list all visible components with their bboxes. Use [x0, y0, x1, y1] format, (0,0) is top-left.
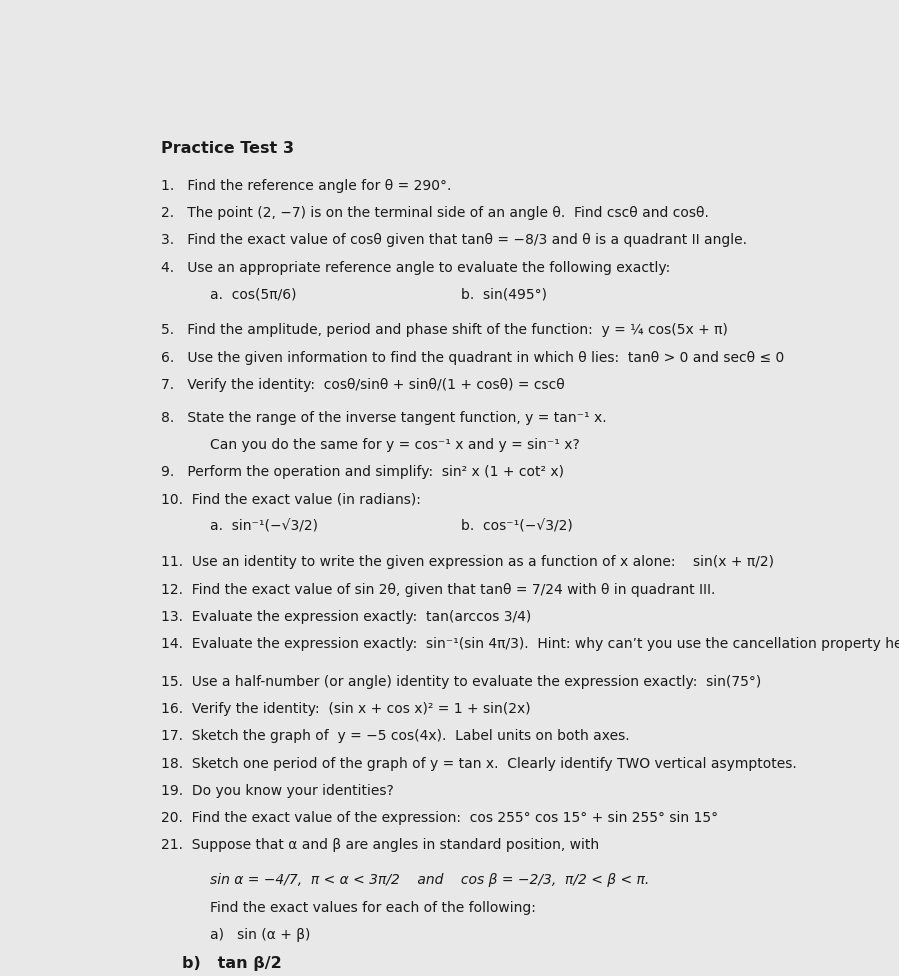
Text: 2.   The point (2, −7) is on the terminal side of an angle θ.  Find cscθ and cos: 2. The point (2, −7) is on the terminal …	[161, 206, 709, 221]
Text: Can you do the same for y = cos⁻¹ x and y = sin⁻¹ x?: Can you do the same for y = cos⁻¹ x and …	[210, 438, 580, 452]
Text: 8.   State the range of the inverse tangent function, y = tan⁻¹ x.: 8. State the range of the inverse tangen…	[161, 411, 607, 425]
Text: 19.  Do you know your identities?: 19. Do you know your identities?	[161, 784, 394, 798]
Text: 17.  Sketch the graph of  y = −5 cos(4x).  Label units on both axes.: 17. Sketch the graph of y = −5 cos(4x). …	[161, 729, 630, 744]
Text: 20.  Find the exact value of the expression:  cos 255° cos 15° + sin 255° sin 15: 20. Find the exact value of the expressi…	[161, 811, 718, 825]
Text: 10.  Find the exact value (in radians):: 10. Find the exact value (in radians):	[161, 493, 421, 507]
Text: 16.  Verify the identity:  (sin x + cos x)² = 1 + sin(2x): 16. Verify the identity: (sin x + cos x)…	[161, 702, 530, 716]
Text: 12.  Find the exact value of sin 2θ, given that tanθ = 7/24 with θ in quadrant I: 12. Find the exact value of sin 2θ, give…	[161, 583, 716, 596]
Text: 7.   Verify the identity:  cosθ/sinθ + sinθ/(1 + cosθ) = cscθ: 7. Verify the identity: cosθ/sinθ + sinθ…	[161, 378, 565, 392]
Text: a.  sin⁻¹(−√3/2): a. sin⁻¹(−√3/2)	[210, 520, 318, 534]
Text: a)   sin (α + β): a) sin (α + β)	[210, 928, 310, 942]
Text: 5.   Find the amplitude, period and phase shift of the function:  y = ¼ cos(5x +: 5. Find the amplitude, period and phase …	[161, 323, 728, 338]
Text: b.  sin(495°): b. sin(495°)	[460, 288, 547, 302]
Text: 13.  Evaluate the expression exactly:  tan(arccos 3/4): 13. Evaluate the expression exactly: tan…	[161, 610, 531, 624]
Text: 4.   Use an appropriate reference angle to evaluate the following exactly:: 4. Use an appropriate reference angle to…	[161, 261, 671, 274]
Text: 6.   Use the given information to find the quadrant in which θ lies:  tanθ > 0 a: 6. Use the given information to find the…	[161, 350, 785, 365]
Text: 9.   Perform the operation and simplify:  sin² x (1 + cot² x): 9. Perform the operation and simplify: s…	[161, 466, 565, 479]
Text: b.  cos⁻¹(−√3/2): b. cos⁻¹(−√3/2)	[460, 520, 573, 534]
Text: Find the exact values for each of the following:: Find the exact values for each of the fo…	[210, 901, 536, 915]
Text: b)   tan β/2: b) tan β/2	[182, 956, 281, 970]
Text: 14.  Evaluate the expression exactly:  sin⁻¹(sin 4π/3).  Hint: why can’t you use: 14. Evaluate the expression exactly: sin…	[161, 637, 899, 651]
Text: Practice Test 3: Practice Test 3	[161, 142, 294, 156]
Text: 18.  Sketch one period of the graph of y = tan x.  Clearly identify TWO vertical: 18. Sketch one period of the graph of y …	[161, 756, 797, 771]
Text: 3.   Find the exact value of cosθ given that tanθ = −8/3 and θ is a quadrant II : 3. Find the exact value of cosθ given th…	[161, 233, 747, 248]
Text: sin α = −4/7,  π < α < 3π/2    and    cos β = −2/3,  π/2 < β < π.: sin α = −4/7, π < α < 3π/2 and cos β = −…	[210, 873, 649, 886]
Text: a.  cos(5π/6): a. cos(5π/6)	[210, 288, 297, 302]
Text: 15.  Use a half-number (or angle) identity to evaluate the expression exactly:  : 15. Use a half-number (or angle) identit…	[161, 675, 761, 689]
Text: 1.   Find the reference angle for θ = 290°.: 1. Find the reference angle for θ = 290°…	[161, 179, 451, 193]
Text: 21.  Suppose that α and β are angles in standard position, with: 21. Suppose that α and β are angles in s…	[161, 838, 600, 852]
Text: 11.  Use an identity to write the given expression as a function of x alone:    : 11. Use an identity to write the given e…	[161, 555, 774, 569]
